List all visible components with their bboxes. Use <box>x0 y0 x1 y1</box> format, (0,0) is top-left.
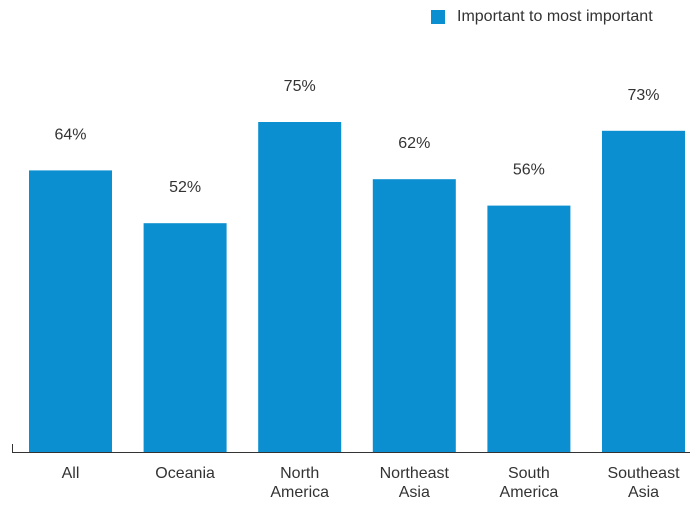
data-label: 62% <box>398 135 430 152</box>
legend-label: Important to most important <box>457 8 653 25</box>
category-label: Southeast Asia <box>607 465 680 501</box>
bar <box>602 130 685 453</box>
bar <box>29 170 112 452</box>
data-label: 75% <box>284 78 316 95</box>
category-label: South America <box>500 465 559 501</box>
category-label: Oceania <box>155 465 215 482</box>
data-label: 73% <box>627 87 659 104</box>
category-label: Northeast Asia <box>380 465 450 501</box>
legend-swatch <box>431 10 445 24</box>
bar <box>487 205 571 452</box>
legend: Important to most important <box>431 7 653 27</box>
bar <box>258 122 342 452</box>
bar <box>143 223 227 452</box>
data-label: 52% <box>169 179 201 196</box>
category-label: North America <box>270 465 329 501</box>
data-label: 56% <box>513 162 545 179</box>
data-label: 64% <box>54 126 86 143</box>
category-label: All <box>62 465 80 482</box>
bar <box>372 179 456 452</box>
